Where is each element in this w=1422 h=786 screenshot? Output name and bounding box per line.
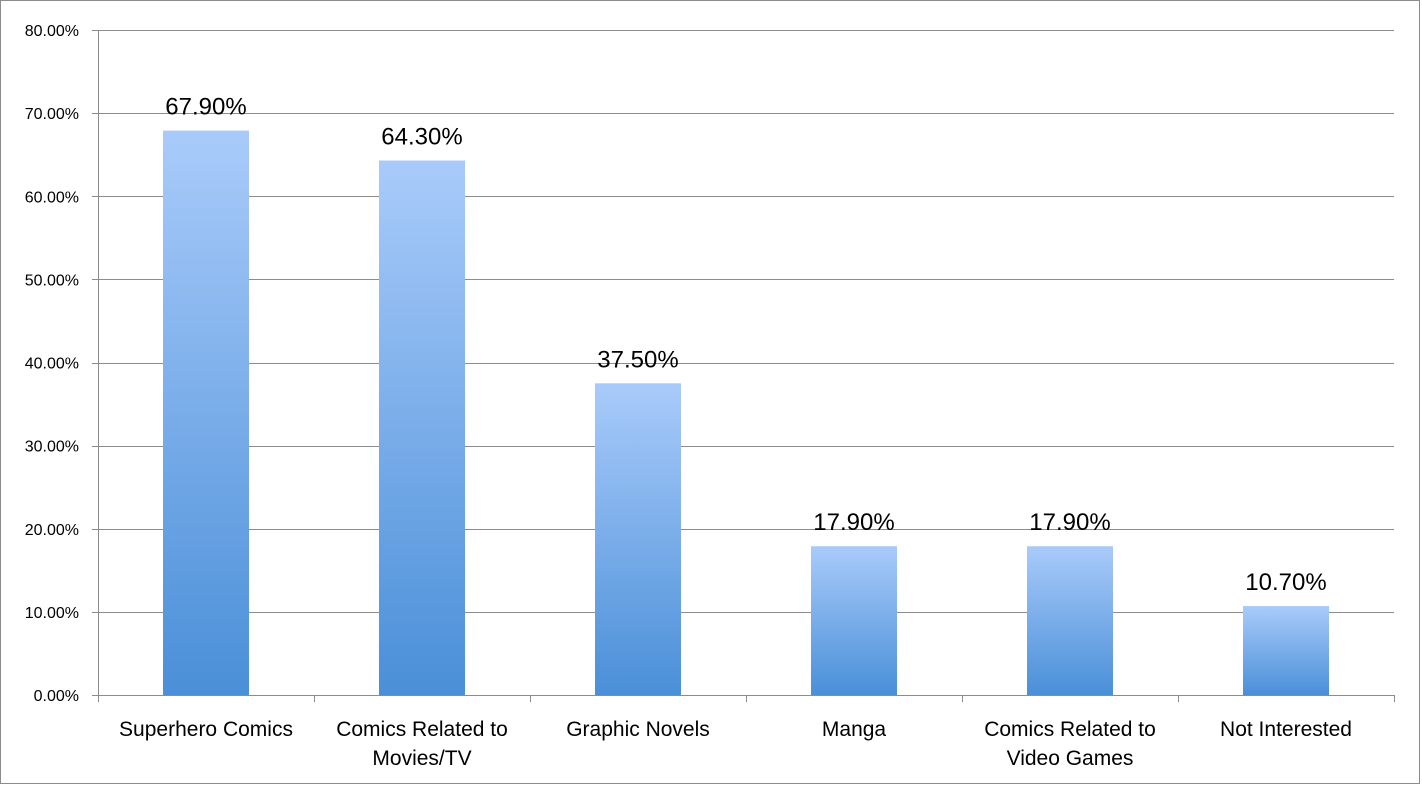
y-tick-label: 0.00%	[34, 688, 79, 705]
bar	[1243, 606, 1329, 695]
y-tick-label: 80.00%	[25, 23, 79, 40]
y-axis-tick-labels: 0.00% 10.00% 20.00% 30.00% 40.00% 50.00% 60.00…	[25, 23, 79, 705]
category-label: Comics Related to Movies/TV	[336, 718, 508, 770]
x-axis-category-labels: Superhero Comics Comics Related to Movies/…	[119, 718, 1352, 770]
data-label: 37.50%	[597, 346, 678, 373]
y-tick-label: 10.00%	[25, 605, 79, 622]
data-label: 17.90%	[1029, 509, 1110, 536]
y-tick-label: 30.00%	[25, 439, 79, 456]
category-label: Not Interested	[1220, 718, 1352, 741]
bar	[811, 546, 897, 695]
category-label: Comics Related to Video Games	[984, 718, 1156, 770]
axes	[92, 30, 1395, 702]
data-label: 10.70%	[1245, 569, 1326, 596]
gridlines	[98, 30, 1394, 613]
data-label: 17.90%	[813, 509, 894, 536]
bars	[163, 130, 1329, 696]
y-tick-label: 70.00%	[25, 106, 79, 123]
data-label: 64.30%	[381, 124, 462, 151]
bar	[595, 383, 681, 695]
category-label: Manga	[822, 718, 887, 741]
bar	[1027, 546, 1113, 695]
category-label: Graphic Novels	[566, 718, 710, 741]
y-tick-label: 50.00%	[25, 272, 79, 289]
data-label: 67.90%	[165, 94, 246, 121]
y-tick-label: 60.00%	[25, 189, 79, 206]
bar	[379, 160, 465, 696]
data-labels: 67.90% 64.30% 37.50% 17.90% 17.90% 10.70%	[165, 94, 1326, 596]
y-tick-label: 40.00%	[25, 356, 79, 373]
category-label: Superhero Comics	[119, 718, 293, 741]
y-tick-label: 20.00%	[25, 522, 79, 539]
bar	[163, 130, 249, 696]
